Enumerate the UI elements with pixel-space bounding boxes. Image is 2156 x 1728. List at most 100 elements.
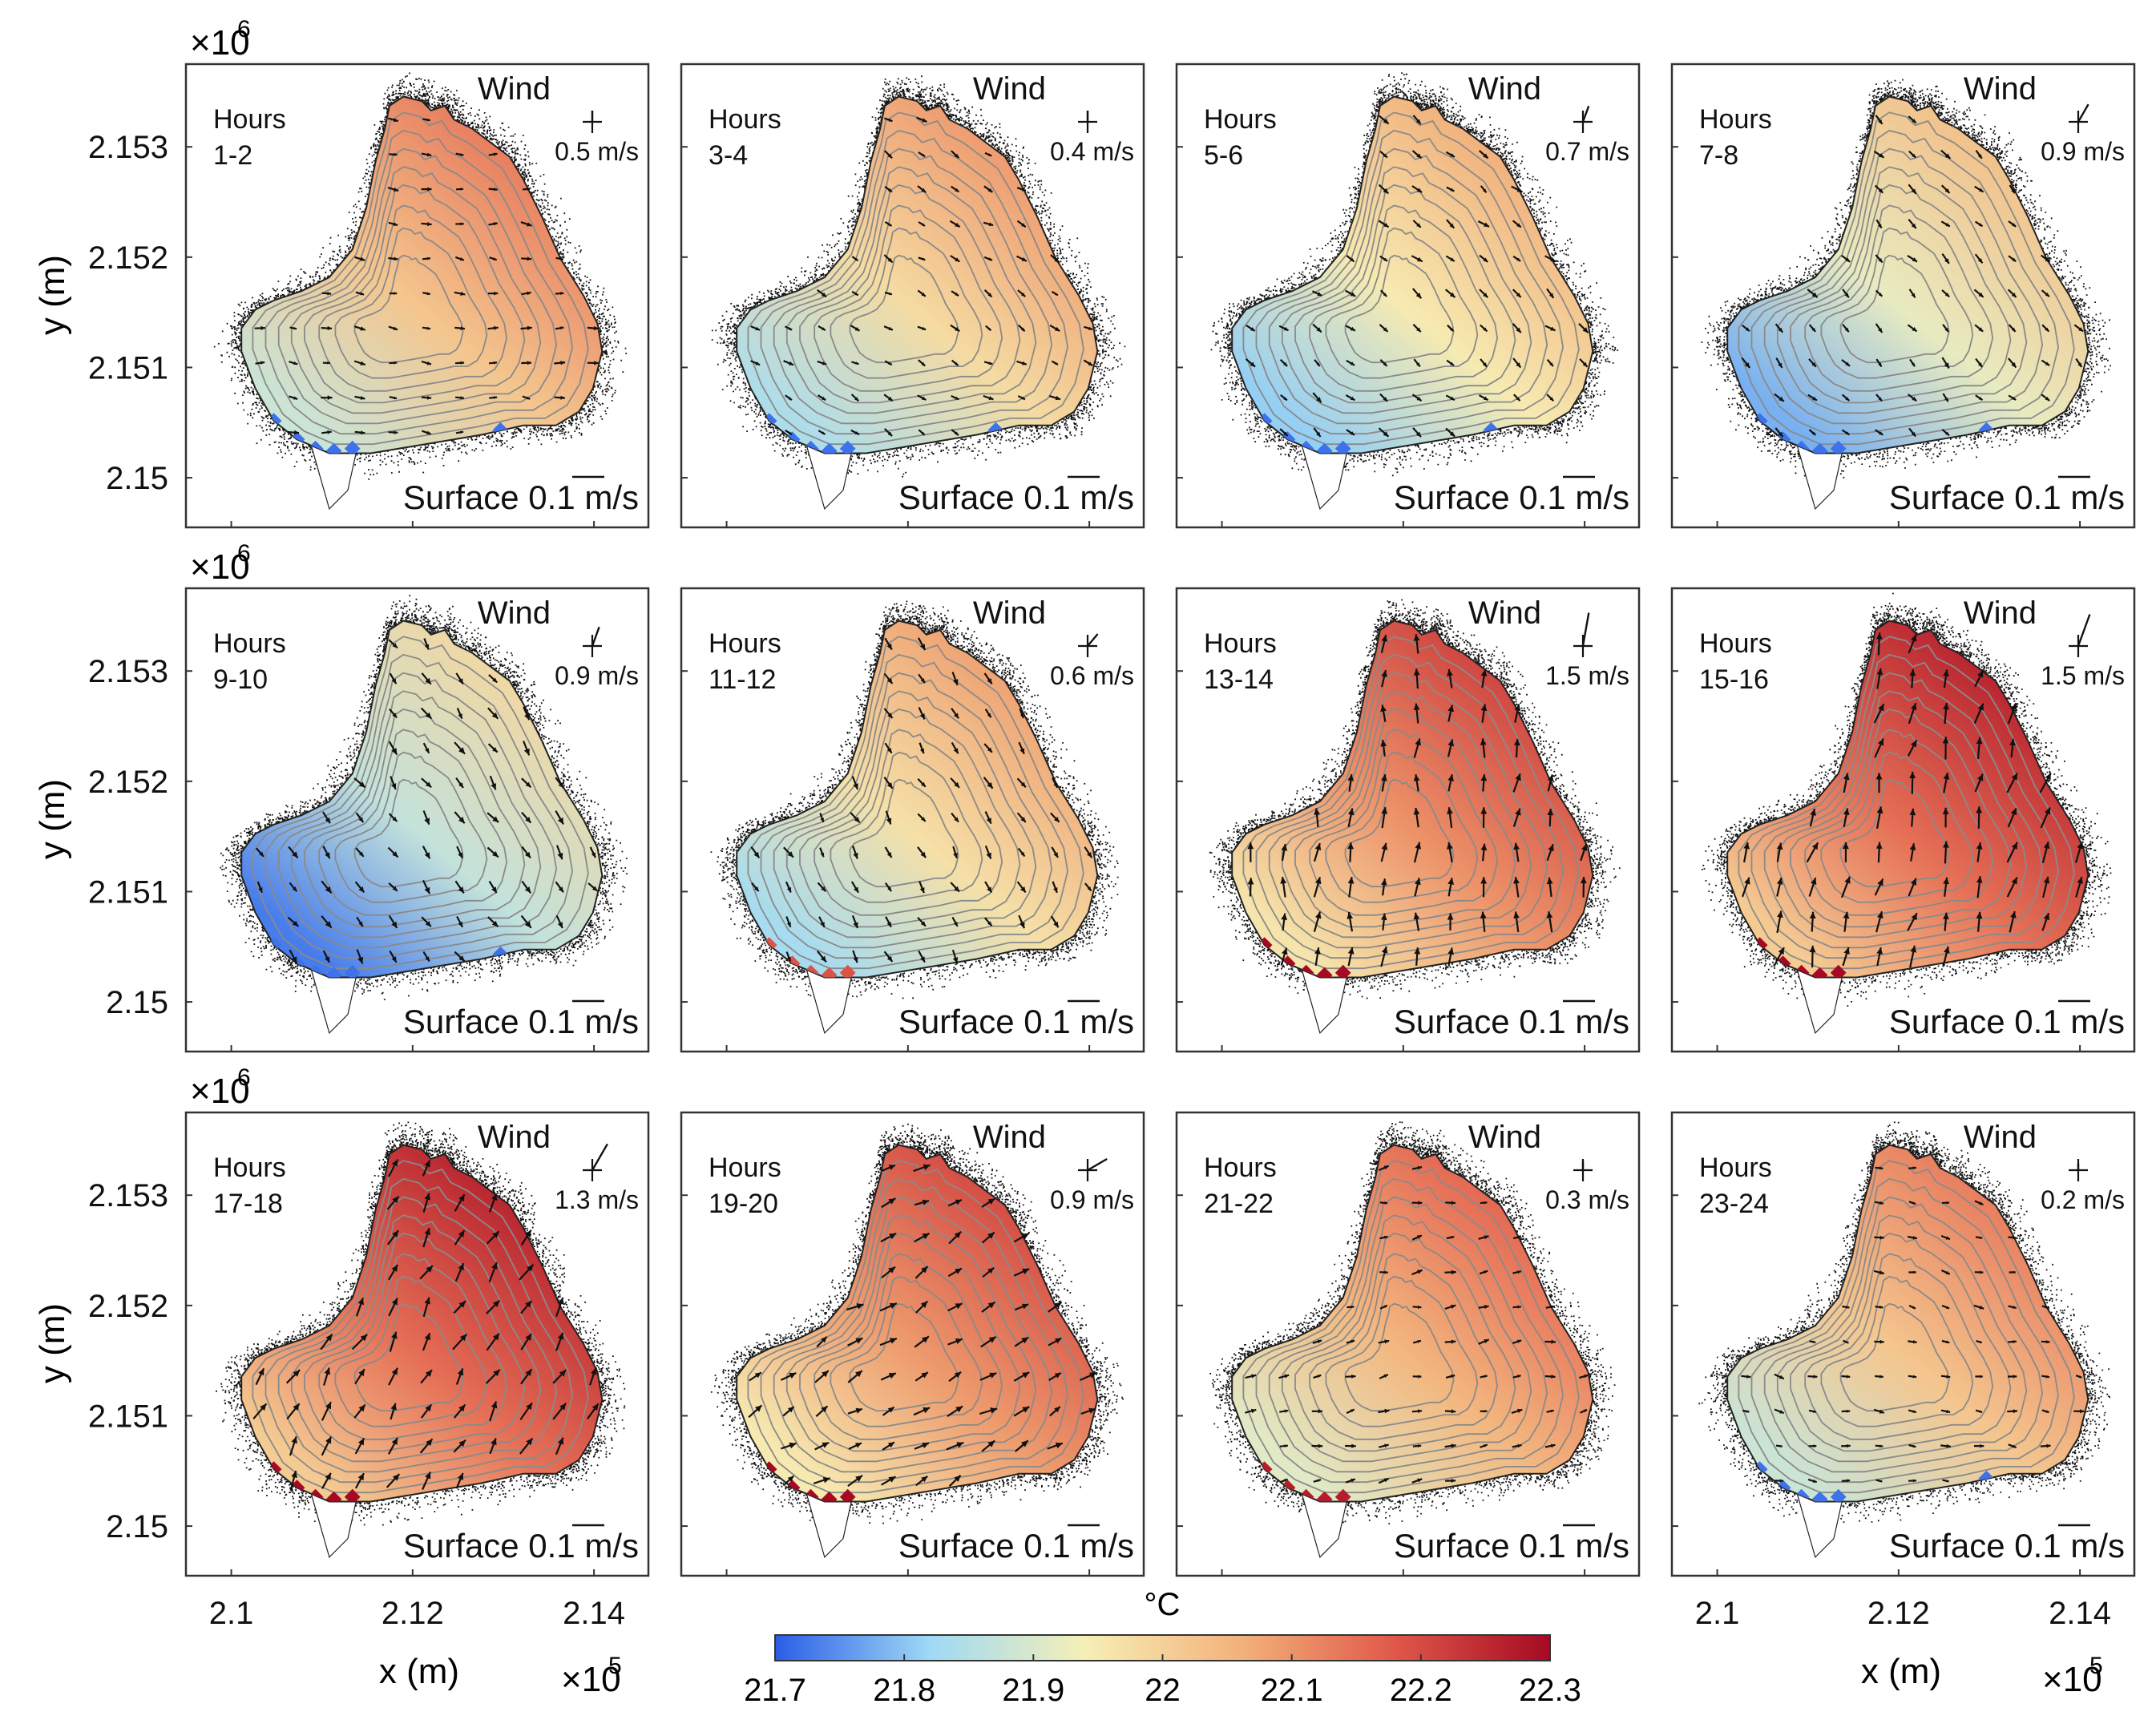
current-arrowhead	[391, 748, 398, 755]
current-arrowhead	[357, 956, 364, 964]
hours-label: Hours	[709, 628, 781, 659]
current-arrowhead	[1878, 397, 1883, 402]
current-arrowhead	[1347, 877, 1355, 884]
current-arrowhead	[954, 1475, 961, 1482]
current-arrowhead	[1350, 292, 1356, 297]
depth-contour	[1750, 129, 2060, 435]
current-arrowhead	[460, 153, 464, 156]
current-arrowhead	[526, 1438, 533, 1446]
current-arrowhead	[358, 921, 363, 927]
current-arrowhead	[425, 677, 431, 684]
current-arrowhead	[988, 361, 993, 365]
shoreline-dots	[213, 72, 628, 480]
current-arrowhead	[558, 886, 563, 893]
current-arrowhead	[887, 886, 892, 892]
current-arrowhead	[1879, 1270, 1884, 1275]
current-arrowhead	[987, 293, 992, 297]
surface-scale-label: Surface 0.1 m/s	[1394, 1003, 1629, 1040]
current-arrowhead	[1977, 773, 1984, 781]
current-arrowhead	[1347, 842, 1355, 850]
current-arrowhead	[1020, 817, 1026, 822]
current-arrowhead	[1943, 877, 1949, 885]
current-arrowhead	[854, 326, 860, 331]
current-arrowhead	[527, 361, 531, 365]
current-arrowhead	[325, 1334, 333, 1342]
current-arrowhead	[1284, 1479, 1288, 1482]
current-arrowhead	[955, 188, 959, 192]
current-arrowhead	[525, 817, 531, 823]
current-arrowhead	[1021, 1440, 1028, 1447]
current-arrowhead	[424, 1193, 430, 1201]
current-arrowhead	[491, 712, 499, 719]
current-arrowhead	[2045, 293, 2049, 297]
hours-value: 13-14	[1204, 664, 1274, 695]
current-arrowhead	[1978, 327, 1984, 332]
depth-contour	[1268, 147, 1548, 425]
current-arrowhead	[457, 1368, 464, 1376]
nearshore-patch	[325, 442, 342, 454]
current-arrowhead	[1416, 223, 1421, 228]
current-arrowhead	[956, 1442, 964, 1448]
current-arrowhead	[424, 818, 430, 825]
wind-label: Wind	[1468, 71, 1541, 107]
depth-contour	[1820, 227, 1974, 379]
current-arrowhead	[787, 851, 793, 858]
x-tick-label: 2.1	[209, 1596, 254, 1631]
current-arrowhead	[292, 886, 297, 892]
current-arrowhead	[559, 1403, 567, 1411]
current-arrowhead	[1943, 841, 1949, 848]
current-arrowhead	[524, 921, 531, 928]
hours-value: 23-24	[1699, 1189, 1769, 1219]
current-arrowhead	[525, 1300, 532, 1308]
current-arrowhead	[1484, 1339, 1489, 1344]
current-arrowhead	[1450, 396, 1455, 401]
current-arrowhead	[1551, 1375, 1556, 1379]
current-arrowhead	[1020, 886, 1026, 893]
current-arrowhead	[1876, 947, 1883, 955]
current-arrowhead	[855, 1371, 862, 1378]
current-arrowhead	[492, 1333, 499, 1341]
current-arrowhead	[360, 292, 365, 296]
depth-contour	[814, 204, 1003, 392]
current-arrowhead	[1351, 1409, 1355, 1413]
current-vectors	[1742, 632, 2083, 968]
surface-scale-label: Surface 0.1 m/s	[898, 1527, 1134, 1564]
current-arrowhead	[1942, 737, 1949, 744]
current-arrowhead	[2045, 1410, 2049, 1413]
colorbar-tick-label: 22	[1145, 1673, 1181, 1708]
current-arrowhead	[1383, 1374, 1388, 1379]
current-arrowhead	[954, 781, 959, 788]
current-arrowhead	[1744, 877, 1750, 885]
current-arrowhead	[1517, 1305, 1521, 1309]
panel-hours-21-22: Hours 21-22 Wind 0.3 m/s Surface 0.1 m/s	[1175, 1111, 1641, 1577]
y-tick-label: 2.152	[88, 765, 168, 800]
surface-scale-label: Surface 0.1 m/s	[1889, 1527, 2125, 1564]
depth-contours	[1738, 636, 2075, 970]
current-arrowhead	[1350, 326, 1355, 331]
current-arrowhead	[1980, 1443, 1984, 1448]
current-vectors	[1245, 115, 1589, 438]
current-arrowhead	[922, 326, 927, 330]
wind-label: Wind	[1964, 1120, 2037, 1155]
current-arrowhead	[1021, 293, 1026, 297]
current-arrowhead	[1314, 808, 1320, 815]
current-arrowhead	[888, 1476, 896, 1483]
current-arrowhead	[1416, 256, 1423, 262]
current-arrowhead	[1022, 188, 1027, 192]
current-arrowhead	[391, 1438, 398, 1445]
current-arrowhead	[987, 921, 992, 927]
depth-contour	[1776, 166, 2028, 414]
hours-label: Hours	[1204, 104, 1277, 135]
current-arrowhead	[1847, 1443, 1851, 1448]
current-arrowhead	[1516, 293, 1521, 297]
hours-label: Hours	[213, 1153, 286, 1183]
current-arrowhead	[988, 257, 992, 260]
hours-value: 17-18	[213, 1189, 283, 1219]
current-arrowhead	[1516, 327, 1521, 333]
current-arrowhead	[1944, 153, 1951, 159]
current-arrowhead	[1911, 188, 1916, 194]
current-arrowhead	[325, 817, 330, 824]
current-arrowhead	[1247, 878, 1254, 885]
current-arrowhead	[987, 188, 993, 192]
current-arrowhead	[1944, 328, 1949, 333]
